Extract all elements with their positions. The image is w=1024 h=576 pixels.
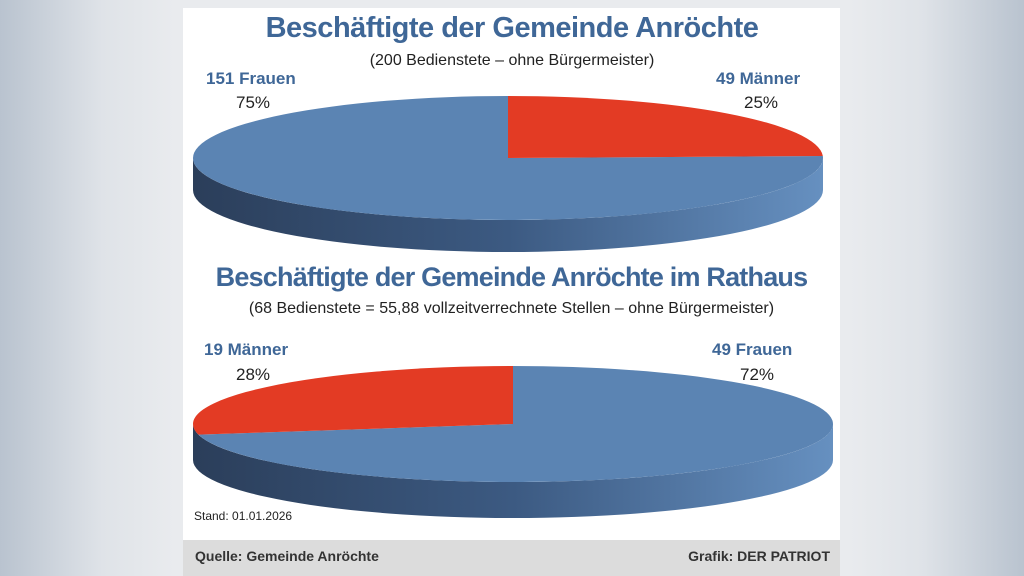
pie-side: [193, 424, 833, 518]
percent-frauen-1: 75%: [236, 93, 271, 112]
chart-subtitle-1: (200 Bedienstete – ohne Bürgermeister): [369, 52, 655, 69]
pie-slice-maenner: [193, 366, 513, 435]
percent-maenner-1: 25%: [744, 93, 779, 112]
chart-title-2: Beschäftigte der Gemeinde Anröchte im Ra…: [215, 262, 808, 292]
stand-date: Stand: 01.01.2026: [194, 509, 293, 523]
pie-slice-frauen: [198, 366, 834, 482]
pie-chart-total: [193, 96, 824, 252]
footer: Quelle: Gemeinde Anröchte Grafik: DER PA…: [183, 540, 840, 576]
label-frauen-2: 49 Frauen: [712, 340, 793, 359]
label-frauen-1: 151 Frauen: [206, 69, 296, 88]
chart-title-1: Beschäftigte der Gemeinde Anröchte: [265, 12, 759, 44]
source-text: Quelle: Gemeinde Anröchte: [195, 548, 379, 564]
chart-subtitle-2: (68 Bedienstete = 55,88 vollzeitverrechn…: [248, 300, 775, 317]
percent-maenner-2: 28%: [236, 365, 271, 384]
percent-frauen-2: 72%: [740, 365, 775, 384]
label-maenner-1: 49 Männer: [716, 69, 801, 88]
credit-text: Grafik: DER PATRIOT: [688, 548, 830, 564]
pie-side: [193, 158, 823, 252]
label-maenner-2: 19 Männer: [204, 340, 289, 359]
pie-chart-rathaus: [193, 366, 834, 518]
pie-slice-maenner: [508, 96, 823, 158]
